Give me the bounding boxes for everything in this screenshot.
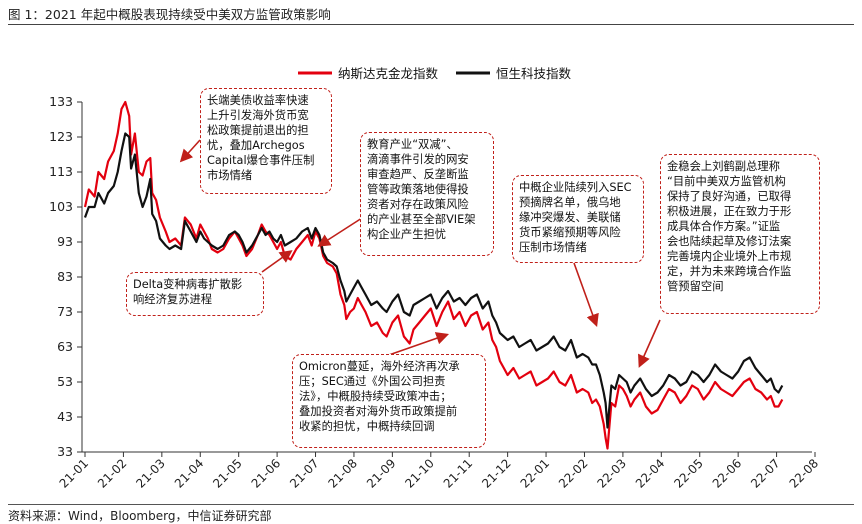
annotation-line: 金稳会上刘鹤副总理称 [667,160,780,173]
y-tick-label: 103 [49,199,73,214]
annotation-line: 缘冲突爆发、美联储 [519,211,621,224]
x-tick-label: 21-08 [326,456,361,491]
annotation-arrows [179,139,661,368]
y-tick-label: 53 [57,374,73,389]
x-tick-label: 21-07 [287,456,322,491]
y-tick-label: 63 [57,339,73,354]
x-tick-label: 21-05 [210,456,245,491]
annotation-line: 保持了良好沟通，已取得 [667,190,792,203]
annotation-education-policy: 教育产业“双减”、 滴滴事件引发的网安 审查趋严、反垄断监 管等政策落地使得投 资者对存… [360,132,494,256]
y-tick-label: 113 [49,164,73,179]
annotation-liu-he: 金稳会上刘鹤副总理称 “目前中美双方监管机构 保持了良好沟通，已取得 积极进展，正在致… [660,154,820,314]
annotation-delta: Delta变种病毒扩散影 响经济复苏进程 [126,272,264,316]
annotation-line: 市场情绪 [207,169,253,182]
annotation-line: 压制市场情绪 [519,241,587,254]
x-tick-label: 22-01 [518,456,553,491]
x-tick-label: 21-12 [479,456,514,491]
annotation-arrow [317,217,363,247]
x-tick-label: 22-08 [787,456,822,491]
annotation-line: “目前中美双方监管机构 [667,175,786,188]
series-line-nasdaq-golden-dragon [83,100,784,450]
annotation-line: 预摘牌名单，俄乌地 [519,196,621,209]
annotation-line: 长端美债收益率快速 [207,94,309,107]
annotation-omicron: Omicron蔓延，海外经济再次承 压；SEC通过《外国公司担责 法》，中概股持续受… [292,354,486,448]
x-tick-label: 21-01 [57,456,92,491]
annotation-line: 法》，中概股持续受政策冲击； [299,390,452,403]
annotation-line: Delta变种病毒扩散影 [133,278,243,291]
annotation-line: 完善境内企业境外上市规 [667,250,792,263]
annotation-arrow [179,139,201,163]
x-tick-label: 22-06 [710,456,745,491]
annotation-line: 构企业产生担忧 [367,228,447,241]
annotation-bond-yield: 长端美债收益率快速 上升引发海外货币宽 松政策提前退出的担 忧，叠加Archegos C… [200,88,332,194]
y-tick-label: 83 [57,269,73,284]
annotation-line: 成具体合作方案。”证监 [667,220,781,233]
annotation-line: 管等政策落地使得投 [367,183,469,196]
title-divider [8,24,854,25]
chart-series [83,100,784,450]
chart-legend: 纳斯达克金龙指数 恒生科技指数 [298,66,572,81]
x-tick-label: 21-04 [172,456,207,491]
annotation-line: 响经济复苏进程 [133,293,213,306]
x-tick-label: 21-03 [133,456,168,491]
x-tick-label: 22-04 [633,456,668,491]
annotation-line: 货币紧缩预期等风险 [519,226,621,239]
x-tick-label: 22-07 [748,456,783,491]
x-tick-label: 22-02 [556,456,591,491]
source-note: 资料来源：Wind，Bloomberg，中信证券研究部 [8,509,272,523]
annotation-line: 上升引发海外货币宽 [207,109,309,122]
annotation-line: 收紧的担忧，中概持续回调 [299,420,435,433]
annotation-line: Omicron蔓延，海外经济再次承 [299,360,460,373]
annotation-arrow [385,332,450,357]
annotation-arrow [261,250,293,273]
series-line-hang-seng-tech [83,132,784,429]
annotation-line: 叠加投资者对海外货币政策提前 [299,405,458,418]
annotation-line: 滴滴事件引发的网安 [367,153,469,166]
y-tick-label: 93 [57,234,73,249]
y-tick-label: 73 [57,304,73,319]
x-tick-label: 21-09 [364,456,399,491]
x-tick-label: 21-06 [249,456,284,491]
annotation-line: 积极进展，正在致力于形 [667,205,792,218]
legend-label: 纳斯达克金龙指数 [338,66,439,81]
x-tick-label: 21-02 [95,456,130,491]
annotation-line: 压；SEC通过《外国公司担责 [299,375,446,388]
x-tick-label: 21-10 [402,456,437,491]
annotation-line: 会也陆续起草及修订法案 [667,235,792,248]
annotation-line: 管预留空间 [667,280,724,293]
annotation-line: 中概企业陆续列入SEC [519,181,632,194]
annotation-line: 审查趋严、反垄断监 [367,168,469,181]
y-tick-label: 133 [49,94,73,109]
annotation-arrow [573,262,599,328]
annotation-line: 松政策提前退出的担 [207,124,309,137]
annotation-line: 忧，叠加Archegos [207,139,305,152]
annotation-line: 的产业甚至全部VIE架 [367,213,476,226]
annotation-arrow [638,319,661,368]
annotation-line: 定，并为未来跨境合作监 [667,265,792,278]
annotation-line: 资者对存在政策风险 [367,198,469,211]
x-tick-label: 22-05 [671,456,706,491]
annotation-line: Capital爆仓事件压制 [207,154,315,167]
x-tick-label: 22-03 [594,456,629,491]
y-tick-label: 43 [57,409,73,424]
annotation-line: 教育产业“双减”、 [367,138,458,151]
x-tick-label: 21-11 [441,456,476,491]
legend-label: 恒生科技指数 [496,66,572,81]
annotation-sec-list: 中概企业陆续列入SEC 预摘牌名单，俄乌地 缘冲突爆发、美联储 货币紧缩预期等风险 压制… [512,175,644,263]
y-tick-label: 123 [49,129,73,144]
y-tick-label: 33 [57,444,73,459]
source-divider [8,504,854,505]
figure-title: 图 1：2021 年起中概股表现持续受中美双方监管政策影响 [8,7,331,22]
